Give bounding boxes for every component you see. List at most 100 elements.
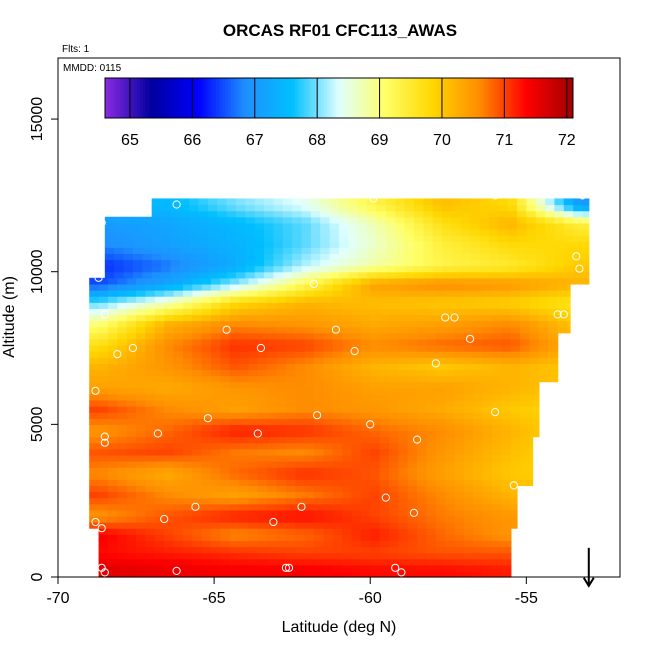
heatmap-cell [395,271,406,279]
heatmap-cell [491,467,502,474]
heatmap-cell [404,247,415,254]
heatmap-cell [164,436,175,444]
heatmap-cell [398,479,409,487]
heatmap-cell [479,228,490,236]
heatmap-cell [248,448,259,456]
heatmap-cell [136,515,147,523]
sample-point [366,420,375,429]
heatmap-cell [491,375,502,383]
heatmap-cell [210,320,221,328]
heatmap-cell [254,210,265,218]
heatmap-cell [510,290,521,297]
heatmap-cell [445,418,456,425]
heatmap-cell [507,198,518,206]
heatmap-cell [201,460,212,468]
colorbar-segment [444,78,448,118]
heatmap-cell [379,436,390,444]
heatmap-cell [342,351,353,358]
heatmap-cell [257,344,268,352]
heatmap-cell [145,460,156,468]
heatmap-cell [417,308,428,316]
heatmap-cell [482,430,493,438]
heatmap-cell [357,241,368,248]
heatmap-cell [398,473,409,480]
heatmap-cell [276,302,287,309]
heatmap-cell [229,375,240,383]
heatmap-cell [342,491,353,499]
heatmap-cell [123,253,134,261]
heatmap-cell [445,369,456,377]
heatmap-cell [229,406,240,413]
heatmap-cell [314,357,324,364]
heatmap-cell [98,564,109,572]
heatmap-cell [445,344,456,352]
heatmap-cell [388,528,399,535]
colorbar-segment [192,78,197,118]
colorbar-segment [134,78,138,118]
heatmap-cell [351,332,362,340]
heatmap-cell [370,515,381,523]
heatmap-cell [220,338,231,346]
heatmap-cell [295,332,306,340]
heatmap-cell [548,314,559,322]
heatmap-cell [379,326,390,334]
heatmap-cell [104,247,115,254]
heatmap-cell [435,424,446,432]
heatmap-cell [463,442,474,450]
heatmap-cell [323,314,334,322]
heatmap-cell [398,515,409,523]
heatmap-cell [388,460,399,468]
heatmap-cell [254,247,265,254]
colorbar-segment [163,78,167,118]
heatmap-cell [516,222,527,230]
heatmap-cell [339,204,349,212]
heatmap-cell [229,552,240,560]
colorbar-segment [145,78,150,118]
heatmap-cell [351,424,362,432]
heatmap-cell [248,412,259,419]
heatmap-cell [229,454,240,462]
colorbar-segment [523,78,527,118]
heatmap-cell [454,473,465,480]
heatmap-cell [445,448,456,456]
heatmap-cell [454,485,465,493]
heatmap-cell [426,399,437,407]
heatmap-cell [182,369,193,377]
heatmap-cell [239,412,250,419]
heatmap-cell [107,503,118,511]
heatmap-cell [529,326,540,334]
heatmap-cell [435,570,446,578]
heatmap-cell [351,399,362,407]
heatmap-cell [98,467,109,474]
heatmap-cell [136,473,147,480]
heatmap-cell [117,497,128,505]
heatmap-cell [89,332,100,340]
heatmap-cell [376,204,387,212]
heatmap-cell [304,357,315,364]
heatmap-cell [117,460,128,468]
heatmap-cell [463,430,474,438]
heatmap-cell [491,277,502,285]
heatmap-cell [323,497,334,505]
heatmap-cell [136,546,147,554]
heatmap-cell [413,241,424,248]
heatmap-cell [351,473,362,480]
heatmap-cell [182,320,193,328]
heatmap-cell [491,338,502,346]
heatmap-cell [314,314,324,322]
heatmap-cell [426,296,437,303]
heatmap-cell [460,247,471,254]
heatmap-cell [404,253,415,261]
colorbar-segment [183,78,188,118]
heatmap-cell [323,467,334,474]
sample-point [431,359,440,368]
heatmap-cell [89,393,100,401]
heatmap-cell [545,247,556,254]
heatmap-cell [379,503,390,511]
heatmap-cell [314,369,324,377]
heatmap-cell [126,558,137,566]
heatmap-cell [257,290,268,297]
heatmap-cell [342,570,353,578]
colorbar-segment [336,78,340,118]
heatmap-cell [192,393,203,401]
